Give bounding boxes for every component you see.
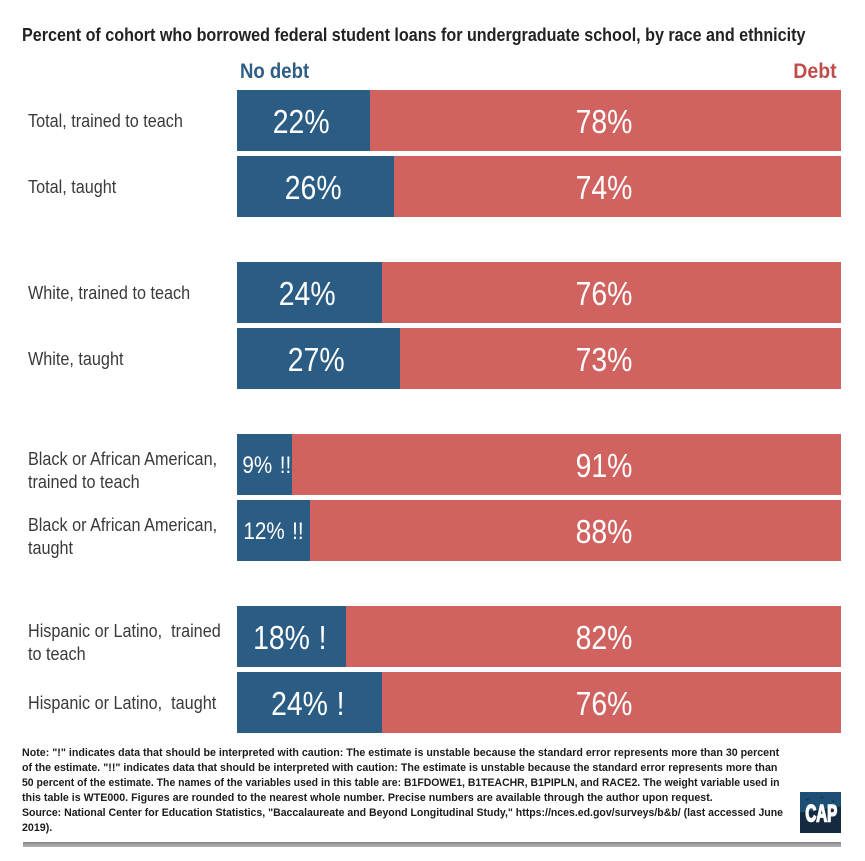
svg-text:CAP: CAP xyxy=(805,801,837,827)
